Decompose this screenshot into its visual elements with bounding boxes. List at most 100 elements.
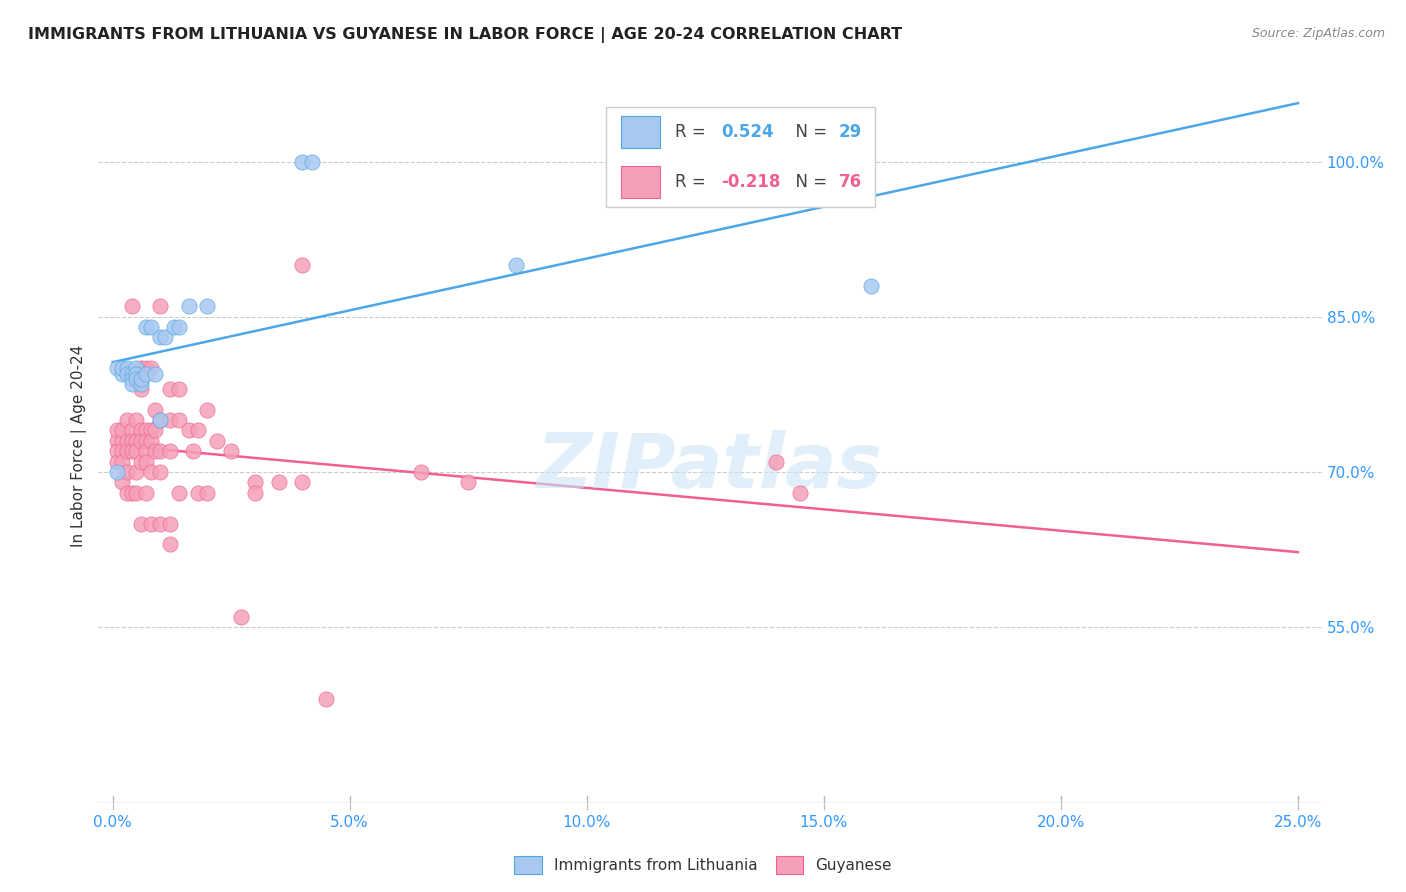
Point xyxy=(187,485,209,500)
Point xyxy=(149,413,172,427)
Point xyxy=(149,330,172,344)
Point xyxy=(111,454,134,468)
Point xyxy=(135,320,157,334)
Point xyxy=(115,361,138,376)
Text: R =: R = xyxy=(675,123,710,141)
Point xyxy=(125,434,148,448)
Point xyxy=(143,402,166,417)
Point xyxy=(159,382,181,396)
Point xyxy=(197,402,219,417)
Point xyxy=(139,465,162,479)
Point xyxy=(135,367,157,381)
Point xyxy=(111,424,134,438)
Point xyxy=(149,299,172,313)
Point xyxy=(159,537,181,551)
Point xyxy=(167,485,190,500)
Point xyxy=(167,413,190,427)
Text: 29: 29 xyxy=(838,123,862,141)
Point xyxy=(315,692,337,706)
Point xyxy=(149,516,172,531)
Text: 0.524: 0.524 xyxy=(721,123,773,141)
Y-axis label: In Labor Force | Age 20-24: In Labor Force | Age 20-24 xyxy=(72,345,87,547)
Point xyxy=(121,444,143,458)
Point xyxy=(219,444,242,458)
Text: IMMIGRANTS FROM LITHUANIA VS GUYANESE IN LABOR FORCE | AGE 20-24 CORRELATION CHA: IMMIGRANTS FROM LITHUANIA VS GUYANESE IN… xyxy=(28,27,903,43)
Point xyxy=(135,361,157,376)
Point xyxy=(125,361,148,376)
Point xyxy=(125,485,148,500)
Point xyxy=(139,320,162,334)
Point xyxy=(291,258,314,272)
Text: ZIPatlas: ZIPatlas xyxy=(537,431,883,504)
Point xyxy=(197,485,219,500)
FancyBboxPatch shape xyxy=(620,116,659,148)
Text: R =: R = xyxy=(675,173,710,191)
FancyBboxPatch shape xyxy=(606,107,875,207)
Point xyxy=(121,424,143,438)
Point xyxy=(115,465,138,479)
Point xyxy=(125,444,148,458)
Point xyxy=(121,485,143,500)
Point xyxy=(291,475,314,490)
Point xyxy=(129,454,152,468)
Point xyxy=(105,454,128,468)
Point xyxy=(129,361,152,376)
Point xyxy=(291,154,314,169)
Point xyxy=(149,465,172,479)
Point xyxy=(111,367,134,381)
Point xyxy=(105,424,128,438)
Point xyxy=(139,424,162,438)
Point xyxy=(105,465,128,479)
Point xyxy=(153,330,176,344)
Point xyxy=(115,367,138,381)
Point xyxy=(163,320,186,334)
Point xyxy=(121,299,143,313)
Point xyxy=(159,516,181,531)
Point xyxy=(149,413,172,427)
Point xyxy=(243,475,266,490)
Point xyxy=(167,320,190,334)
Point xyxy=(129,376,152,391)
Point xyxy=(149,444,172,458)
Point xyxy=(139,434,162,448)
Point xyxy=(765,454,787,468)
Point xyxy=(135,454,157,468)
Point xyxy=(135,444,157,458)
Point xyxy=(139,361,162,376)
Text: 76: 76 xyxy=(838,173,862,191)
Point xyxy=(125,372,148,386)
Point xyxy=(159,413,181,427)
Point xyxy=(121,376,143,391)
Point xyxy=(115,444,138,458)
FancyBboxPatch shape xyxy=(620,166,659,198)
Point xyxy=(205,434,228,448)
Point xyxy=(143,367,166,381)
Point xyxy=(243,485,266,500)
Point xyxy=(789,485,811,500)
Point xyxy=(135,485,157,500)
Point xyxy=(121,367,143,381)
Point xyxy=(111,475,134,490)
Point xyxy=(129,516,152,531)
Point xyxy=(177,299,200,313)
Point xyxy=(167,382,190,396)
Point xyxy=(229,609,252,624)
Point xyxy=(115,485,138,500)
Point xyxy=(125,413,148,427)
Point xyxy=(301,154,323,169)
Point xyxy=(121,372,143,386)
Point xyxy=(111,361,134,376)
Point xyxy=(129,382,152,396)
Point xyxy=(409,465,432,479)
Point xyxy=(457,475,479,490)
Point xyxy=(505,258,527,272)
Point xyxy=(177,424,200,438)
Point xyxy=(860,278,883,293)
Point xyxy=(129,434,152,448)
Point xyxy=(115,413,138,427)
Point xyxy=(159,444,181,458)
Text: N =: N = xyxy=(785,123,832,141)
Point xyxy=(181,444,204,458)
Point xyxy=(115,434,138,448)
Point xyxy=(135,424,157,438)
